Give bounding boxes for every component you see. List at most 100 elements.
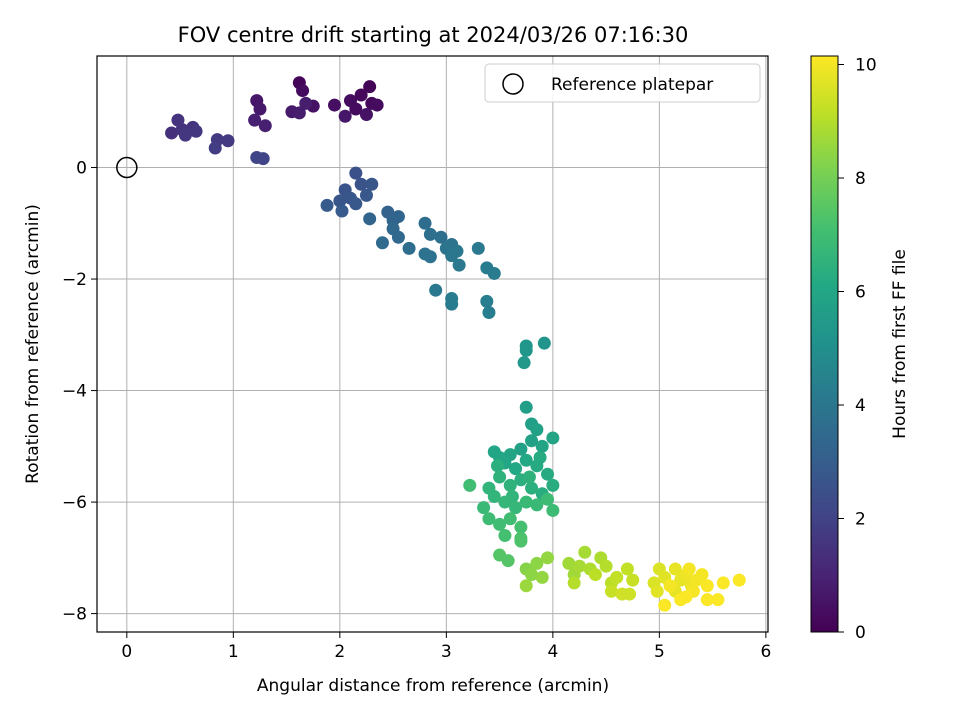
scatter-point: [509, 501, 523, 515]
scatter-point: [493, 517, 507, 531]
colorbar-tick-label: 4: [855, 396, 866, 416]
scatter-point: [525, 568, 539, 582]
scatter-point: [530, 556, 544, 570]
scatter-point: [535, 439, 549, 453]
scatter-point: [482, 512, 496, 526]
scatter-point: [519, 453, 533, 467]
scatter-point: [445, 297, 459, 311]
scatter-point: [452, 258, 466, 272]
scatter-point: [732, 573, 746, 587]
scatter-point: [620, 562, 634, 576]
scatter-point: [493, 470, 507, 484]
x-tick-label: 6: [760, 642, 771, 662]
scatter-points: [165, 76, 746, 612]
scatter-point: [248, 113, 262, 127]
plot-frame: [96, 55, 769, 633]
legend-entry-reference: Reference platepar: [551, 75, 713, 95]
scatter-point: [423, 227, 437, 241]
scatter-point: [522, 470, 536, 484]
scatter-point: [541, 551, 555, 565]
colorbar: [810, 55, 839, 633]
scatter-point: [650, 584, 664, 598]
scatter-point: [509, 462, 523, 476]
scatter-point: [333, 194, 347, 208]
scatter-point: [503, 512, 517, 526]
scatter-point: [418, 216, 432, 230]
scatter-point: [541, 467, 555, 481]
scatter-point: [349, 166, 363, 180]
scatter-point: [253, 102, 267, 116]
scatter-point: [365, 177, 379, 191]
scatter-point: [363, 80, 377, 94]
scatter-point: [578, 545, 592, 559]
scatter-point: [514, 520, 528, 534]
scatter-point: [165, 126, 179, 140]
colorbar-tick-label: 10: [855, 56, 877, 76]
scatter-point: [391, 210, 405, 224]
y-axis-label: Rotation from reference (arcmin): [23, 204, 43, 484]
scatter-point: [537, 336, 551, 350]
scatter-point: [482, 481, 496, 495]
scatter-point: [482, 305, 496, 319]
scatter-point: [599, 559, 613, 573]
scatter-point: [716, 576, 730, 590]
scatter-point: [567, 576, 581, 590]
scatter-point: [663, 579, 677, 593]
legend: Reference platepar: [484, 63, 761, 103]
scatter-point: [292, 106, 306, 120]
scatter-point: [541, 492, 555, 506]
scatter-point: [498, 495, 512, 509]
scatter-point: [623, 587, 637, 601]
scatter-point: [258, 119, 272, 133]
scatter-point: [535, 570, 549, 584]
scatter-point: [363, 212, 377, 226]
scatter-point: [572, 559, 586, 573]
scatter-point: [471, 241, 485, 255]
scatter-point: [668, 562, 682, 576]
legend-box: [484, 63, 761, 103]
colorbar-label: Hours from first FF file: [890, 249, 910, 439]
scatter-point: [296, 84, 310, 98]
x-tick-label: 5: [654, 642, 665, 662]
scatter-point: [359, 188, 373, 202]
scatter-point: [546, 503, 560, 517]
scatter-point: [674, 593, 688, 607]
scatter-point: [320, 198, 334, 212]
scatter-point: [682, 562, 696, 576]
scatter-point: [445, 249, 459, 263]
colorbar-tick-label: 0: [855, 623, 866, 643]
scatter-point: [695, 568, 709, 582]
scatter-point: [208, 141, 222, 155]
scatter-point: [700, 579, 714, 593]
scatter-point: [519, 343, 533, 357]
scatter-point: [533, 450, 547, 464]
scatter-point: [519, 495, 533, 509]
scatter-point: [658, 598, 672, 612]
x-axis-ticks: 0 1 2 3 4 5 6: [121, 632, 771, 662]
scatter-point: [480, 294, 494, 308]
scatter-point: [299, 96, 313, 110]
scatter-point: [402, 241, 416, 255]
scatter-point: [328, 98, 342, 112]
reference-point: [116, 156, 138, 179]
grid-lines: [97, 56, 768, 632]
scatter-point: [519, 400, 533, 414]
scatter-point: [546, 478, 560, 492]
scatter-point: [349, 102, 363, 116]
y-axis-ticks: 0 −2 −4 −6 −8: [62, 159, 97, 625]
scatter-point: [530, 498, 544, 512]
x-tick-label: 0: [121, 642, 132, 662]
scatter-point: [610, 570, 624, 584]
scatter-point: [498, 529, 512, 543]
scatter-point: [519, 579, 533, 593]
x-tick-label: 2: [334, 642, 345, 662]
scatter-point: [375, 236, 389, 250]
scatter-point: [588, 568, 602, 582]
scatter-point: [546, 431, 560, 445]
colorbar-ticks: 0 2 4 6 8 10: [838, 56, 877, 643]
y-tick-label: −6: [62, 493, 87, 513]
scatter-point: [503, 478, 517, 492]
scatter-point: [370, 98, 384, 112]
scatter-point: [256, 152, 270, 166]
